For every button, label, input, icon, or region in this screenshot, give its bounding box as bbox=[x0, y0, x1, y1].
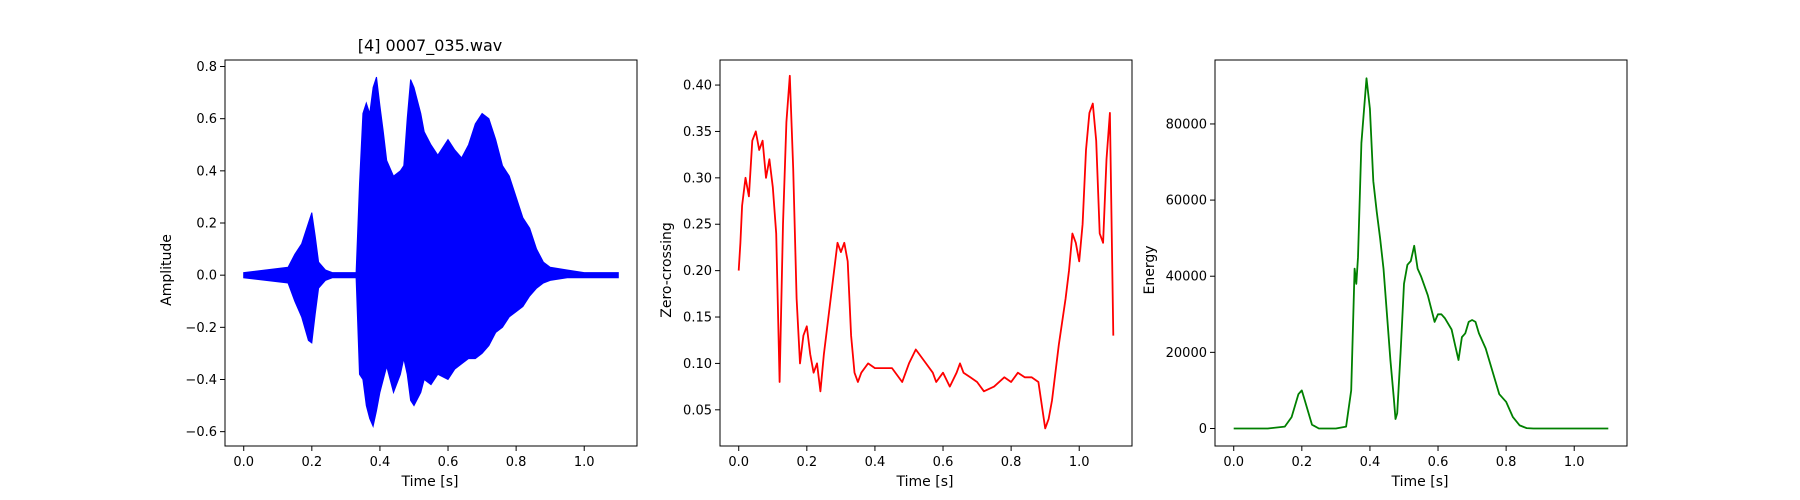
energy-series-line bbox=[1233, 77, 1609, 430]
energy-xtick-label: 0.8 bbox=[1496, 455, 1517, 470]
waveform-xtick-label: 0.0 bbox=[233, 455, 254, 470]
waveform-plot: [4] 0007_035.wav Time [s] Amplitude 0.0 0… bbox=[159, 36, 638, 490]
energy-axes-frame bbox=[1214, 59, 1628, 447]
energy-ylabel: Energy bbox=[1142, 245, 1158, 294]
zero-crossing-xtick-label: 0.6 bbox=[933, 455, 954, 470]
energy-xlabel: Time [s] bbox=[1391, 474, 1449, 490]
waveform-xtick-label: 0.2 bbox=[301, 455, 322, 470]
zero-crossing-ytick-label: 0.15 bbox=[683, 311, 712, 326]
waveform-series bbox=[243, 76, 619, 429]
energy-xtick-label: 0.4 bbox=[1360, 455, 1381, 470]
zero-crossing-ytick-label: 0.35 bbox=[683, 125, 712, 140]
zero-crossing-xtick-label: 1.0 bbox=[1069, 455, 1090, 470]
waveform-xtick-label: 1.0 bbox=[574, 455, 595, 470]
energy-xtick-label: 1.0 bbox=[1564, 455, 1585, 470]
zero-crossing-plot: Time [s] Zero-crossing 0.0 0.2 0.4 0.6 0.8 1.… bbox=[659, 59, 1133, 490]
energy-xtick-label: 0.6 bbox=[1428, 455, 1449, 470]
waveform-ytick-label: 0.2 bbox=[196, 217, 217, 232]
waveform-ytick-label: −0.6 bbox=[185, 425, 217, 440]
waveform-ytick-label: −0.4 bbox=[185, 373, 217, 388]
zero-crossing-ytick-label: 0.20 bbox=[683, 264, 712, 279]
waveform-ytick-label: 0.6 bbox=[196, 112, 217, 127]
energy-plot: Time [s] Energy 0.0 0.2 0.4 0.6 0.8 1.0 0 20000… bbox=[1142, 59, 1628, 490]
zero-crossing-axes-frame bbox=[719, 59, 1133, 447]
energy-ytick-label: 80000 bbox=[1166, 117, 1207, 132]
zero-crossing-xtick-label: 0.2 bbox=[796, 455, 817, 470]
waveform-xtick-label: 0.8 bbox=[506, 455, 527, 470]
waveform-axes-frame bbox=[224, 59, 638, 447]
waveform-xtick-label: 0.6 bbox=[438, 455, 459, 470]
zero-crossing-ytick-label: 0.30 bbox=[683, 171, 712, 186]
energy-ytick-label: 60000 bbox=[1166, 194, 1207, 209]
zero-crossing-xlabel: Time [s] bbox=[896, 474, 954, 490]
energy-xtick-label: 0.0 bbox=[1223, 455, 1244, 470]
energy-ytick-label: 0 bbox=[1199, 422, 1207, 437]
waveform-xlabel: Time [s] bbox=[401, 474, 459, 490]
zero-crossing-xtick-label: 0.0 bbox=[728, 455, 749, 470]
energy-ytick-label: 20000 bbox=[1166, 346, 1207, 361]
waveform-title: [4] 0007_035.wav bbox=[358, 36, 502, 56]
energy-xtick-label: 0.2 bbox=[1291, 455, 1312, 470]
zero-crossing-ytick-label: 0.05 bbox=[683, 403, 712, 418]
waveform-ytick-label: 0.8 bbox=[196, 60, 217, 75]
zero-crossing-xtick-label: 0.4 bbox=[865, 455, 886, 470]
waveform-xtick-label: 0.4 bbox=[370, 455, 391, 470]
waveform-ytick-label: −0.2 bbox=[185, 321, 217, 336]
energy-ytick-label: 40000 bbox=[1166, 270, 1207, 285]
zero-crossing-series-line bbox=[737, 74, 1115, 430]
zero-crossing-ylabel: Zero-crossing bbox=[659, 222, 675, 317]
waveform-ytick-label: 0.0 bbox=[196, 269, 217, 284]
zero-crossing-ytick-label: 0.40 bbox=[683, 79, 712, 94]
zero-crossing-xtick-label: 0.8 bbox=[1001, 455, 1022, 470]
zero-crossing-ytick-label: 0.10 bbox=[683, 357, 712, 372]
waveform-ylabel: Amplitude bbox=[159, 234, 175, 306]
waveform-ytick-label: 0.4 bbox=[196, 164, 217, 179]
zero-crossing-ytick-label: 0.25 bbox=[683, 218, 712, 233]
